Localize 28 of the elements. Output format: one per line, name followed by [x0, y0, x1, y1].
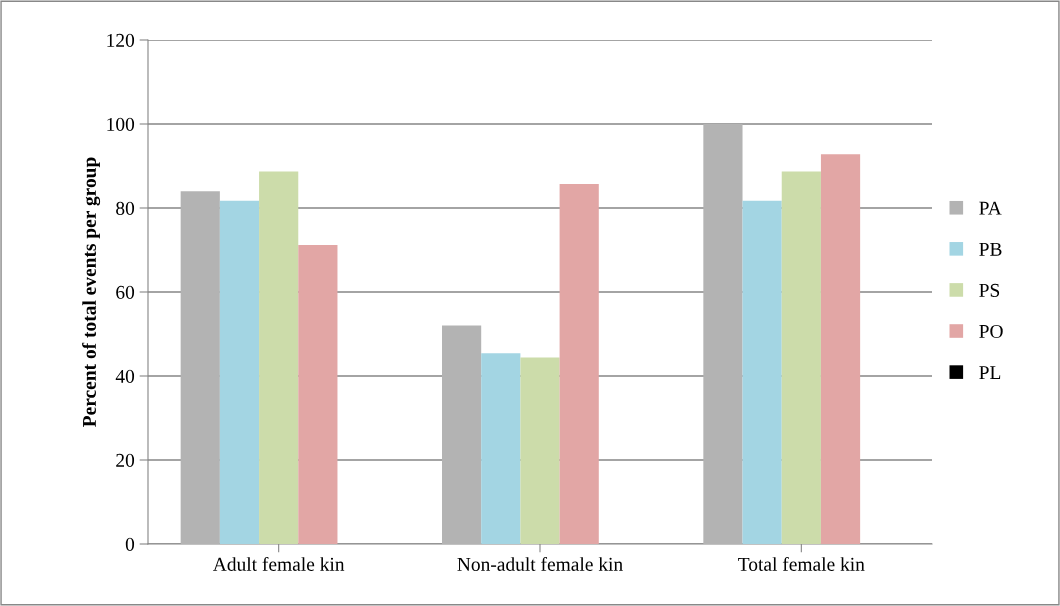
- bar: [219, 200, 260, 544]
- bar: [559, 184, 599, 544]
- legend-label: PA: [979, 201, 1002, 215]
- y-tick-label: 20: [116, 453, 135, 467]
- bar: [180, 191, 220, 544]
- legend-label: PB: [979, 242, 1002, 256]
- x-tick-label: Adult female kin: [212, 557, 345, 571]
- x-tick-label: Total female kin: [738, 557, 865, 571]
- bar: [481, 353, 521, 544]
- bar: [298, 244, 338, 544]
- bar: [259, 171, 299, 544]
- legend-label: PL: [979, 366, 1001, 379]
- bar: [703, 124, 743, 544]
- x-tick-label: Non-adult female kin: [457, 557, 623, 571]
- bar: [820, 154, 861, 544]
- y-tick-label: 0: [125, 537, 135, 551]
- y-tick-label: 120: [107, 33, 135, 47]
- bar: [442, 325, 482, 544]
- y-tick-label: 40: [115, 369, 135, 383]
- bar: [520, 357, 560, 544]
- y-tick-label: 100: [107, 117, 135, 131]
- legend-label: PS: [979, 283, 1000, 297]
- y-axis-title: Percent of total events per group: [82, 157, 101, 427]
- y-tick-label: 80: [116, 201, 135, 215]
- bar: [781, 171, 821, 544]
- y-tick-label: 60: [116, 285, 135, 299]
- bar: [742, 200, 782, 544]
- legend-label: PO: [979, 324, 1003, 339]
